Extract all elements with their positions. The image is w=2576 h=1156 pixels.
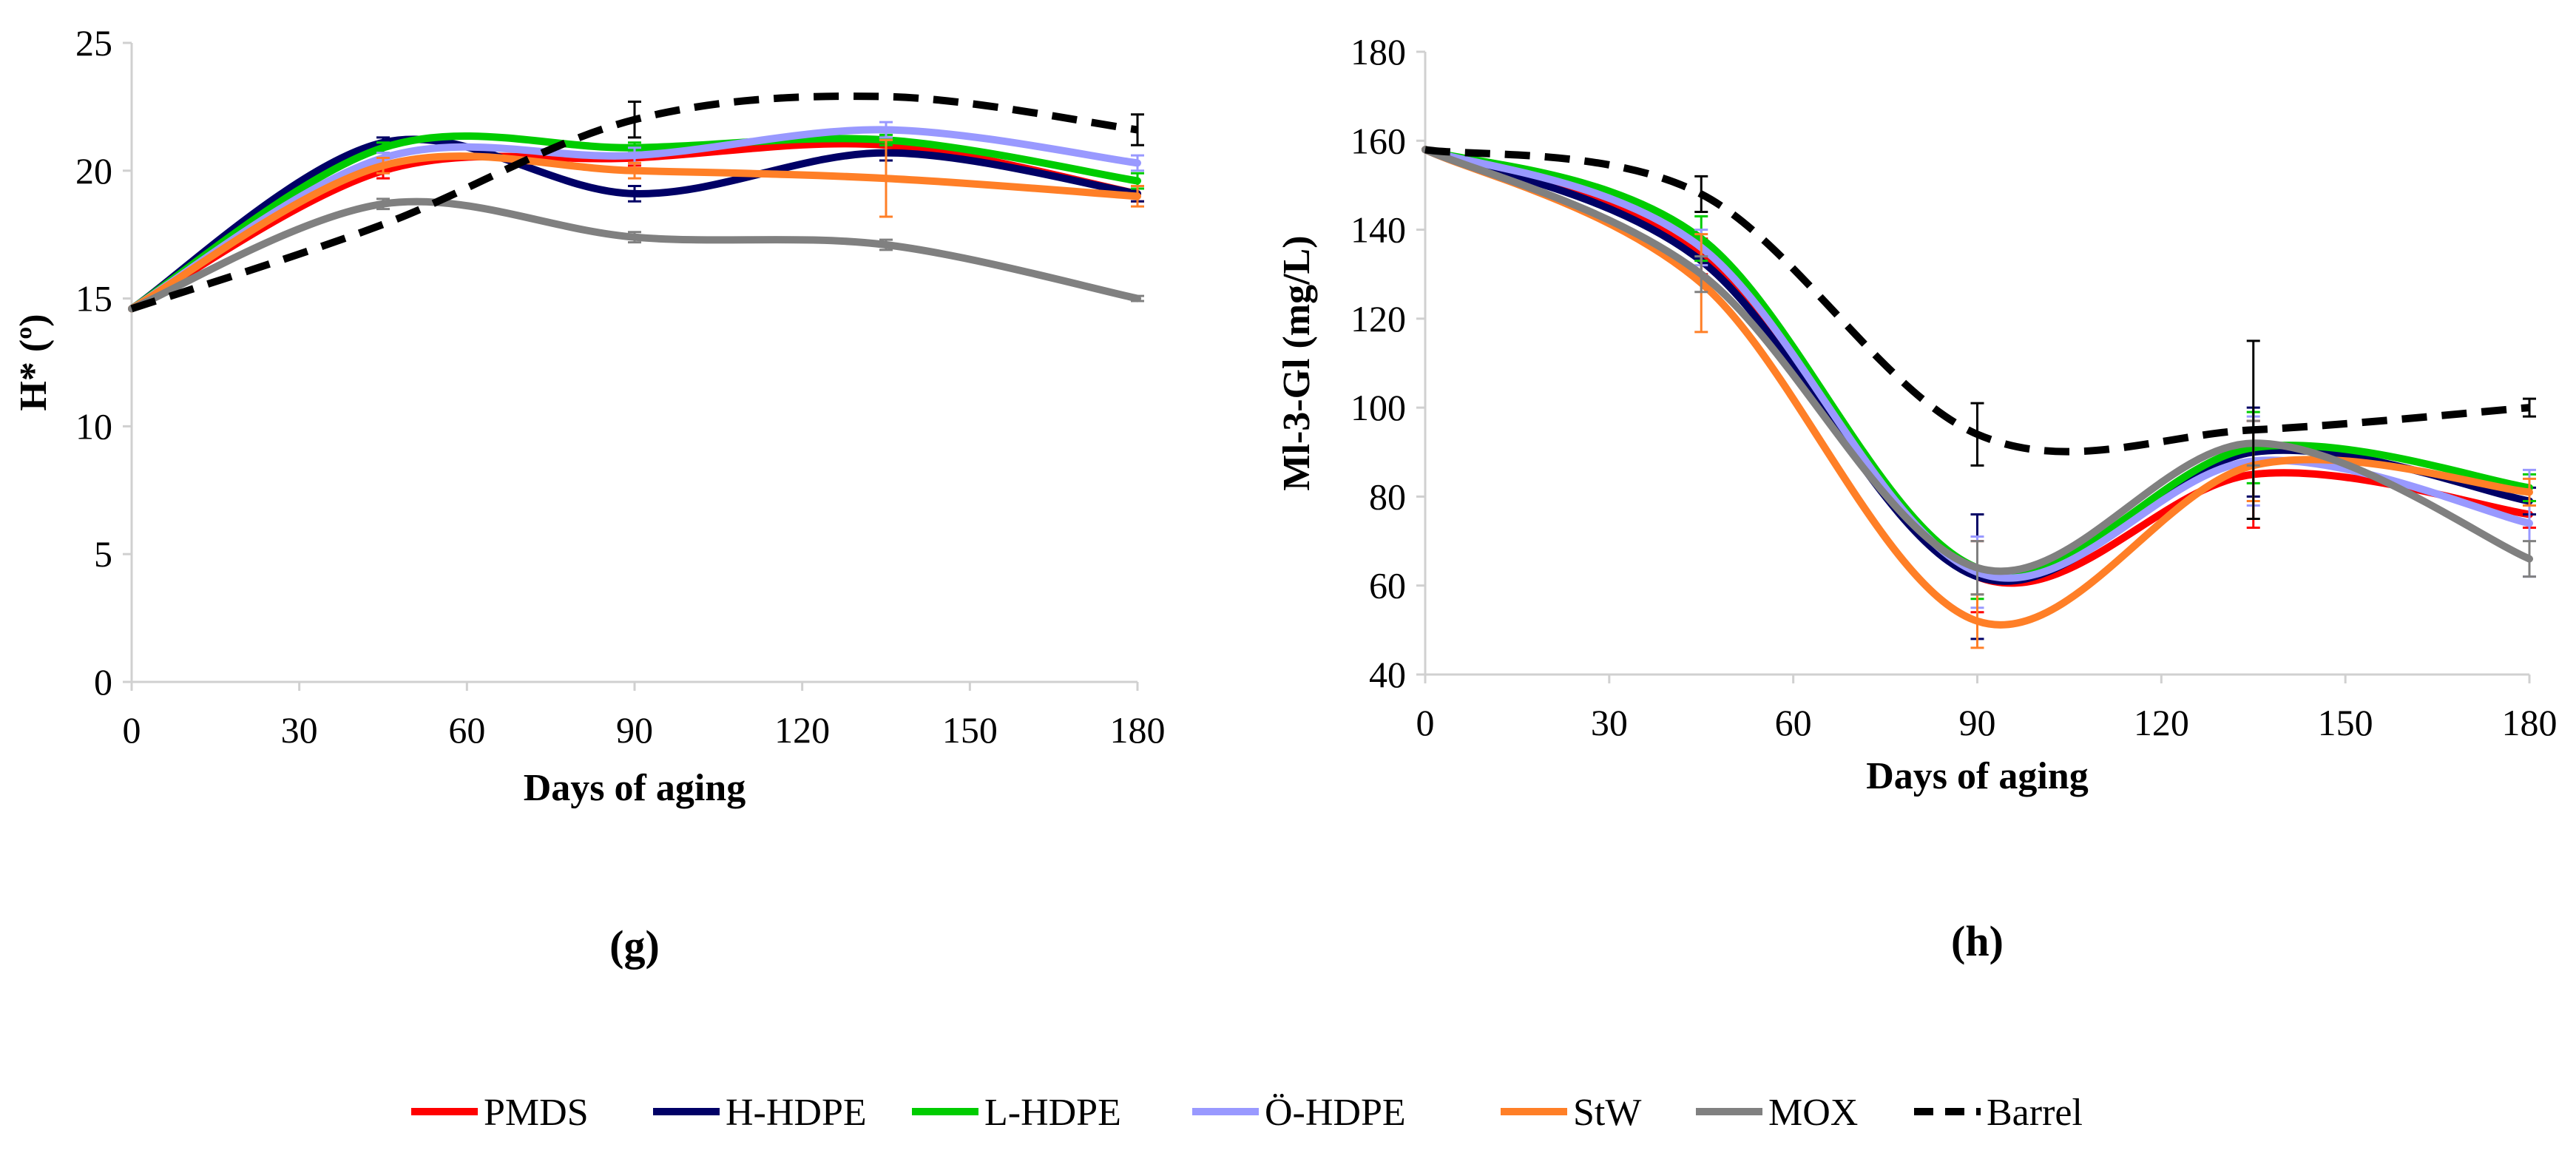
legend-label-pmds: PMDS [484,1092,589,1134]
y-tick-label-g-10: 10 [75,405,112,447]
y-tick-label-g-15: 15 [75,278,112,320]
y-tick-label-h-140: 140 [1350,209,1406,251]
error-bar-h-barrel-45 [1694,175,1708,214]
y-axis-title-h: Ml-3-Gl (mg/L) [1276,235,1318,490]
x-tick-label-g-90: 90 [616,709,653,751]
error-bar-g-mox-90 [628,231,641,244]
x-tick-label-g-150: 150 [942,709,998,751]
error-bar-g-stw-135 [879,138,893,218]
y-tick-label-h-100: 100 [1350,387,1406,428]
legend-label-h-hdpe: H-HDPE [726,1092,867,1134]
error-bar-g-barrel-180 [1131,113,1144,146]
error-bar-g-mox-45 [376,197,390,211]
x-tick-label-g-60: 60 [448,709,485,751]
legend-label-l-hdpe: L-HDPE [984,1092,1121,1134]
x-tick-label-g-30: 30 [281,709,318,751]
chart-panel-g: 0 5 10 15 20 25 0 30 60 90 120 150 180 Days of aging H… [13,22,1166,970]
x-axis-title-h: Days of aging [1866,755,2088,797]
y-tick-label-h-60: 60 [1369,565,1406,606]
legend-label-o-hdpe: Ö-HDPE [1265,1092,1406,1134]
x-tick-label-h-90: 90 [1959,702,1996,743]
series-line-h-barrel [1424,146,2530,456]
error-bar-g-stw-45 [376,157,390,175]
x-tick-label-h-30: 30 [1591,702,1628,743]
series-line-g-h-hdpe [128,135,1141,313]
series-line-h-h-hdpe [1421,146,2533,585]
error-bar-h-mox-180 [2523,540,2536,578]
error-bar-g-o-hdpe-135 [879,121,893,139]
panel-label-g: (g) [609,922,660,970]
error-bar-g-stw-90 [628,161,641,180]
error-bar-g-h-hdpe-90 [628,185,641,203]
x-axis-title-g: Days of aging [524,767,746,809]
x-tick-label-h-60: 60 [1775,702,1812,743]
y-tick-label-g-0: 0 [94,661,112,703]
y-tick-label-h-40: 40 [1369,654,1406,695]
error-bar-h-barrel-90 [1970,402,1984,467]
error-bar-g-o-hdpe-180 [1131,154,1144,172]
error-bar-h-barrel-180 [2523,397,2536,418]
y-tick-label-h-180: 180 [1350,31,1406,72]
x-tick-label-h-0: 0 [1416,702,1435,743]
error-bar-g-mox-180 [1131,294,1144,302]
chart-legend: PMDS H-HDPE L-HDPE Ö-HDPE StW MOX Barrel [411,1092,2083,1134]
y-axis-title-g: H* (º) [13,314,55,410]
error-bar-h-stw-180 [2523,477,2536,507]
y-tick-label-h-160: 160 [1350,120,1406,161]
error-bar-h-barrel-135 [2246,339,2260,520]
chart-panel-h: 40 60 80 100 120 140 160 180 0 30 60 90 120 150 180 Day… [1276,31,2558,965]
x-tick-label-g-120: 120 [774,709,830,751]
x-tick-label-g-180: 180 [1110,709,1166,751]
legend-label-mox: MOX [1768,1092,1858,1134]
x-tick-label-g-0: 0 [123,709,141,751]
error-bar-g-stw-180 [1131,185,1144,208]
legend-label-stw: StW [1573,1092,1641,1134]
y-tick-label-g-25: 25 [75,22,112,64]
x-tick-label-h-150: 150 [2318,702,2373,743]
error-bar-h-mox-90 [1970,540,1984,596]
y-tick-label-g-20: 20 [75,150,112,192]
y-tick-label-g-5: 5 [94,533,112,575]
panel-label-h: (h) [1951,917,2004,965]
legend-label-barrel: Barrel [1987,1092,2083,1134]
error-bar-h-mox-45 [1694,255,1708,294]
x-tick-label-h-180: 180 [2502,702,2558,743]
y-tick-label-h-80: 80 [1369,476,1406,517]
error-bar-g-barrel-90 [628,100,641,139]
x-tick-label-h-120: 120 [2134,702,2189,743]
y-tick-label-h-120: 120 [1350,298,1406,339]
error-bar-g-mox-135 [879,238,893,251]
